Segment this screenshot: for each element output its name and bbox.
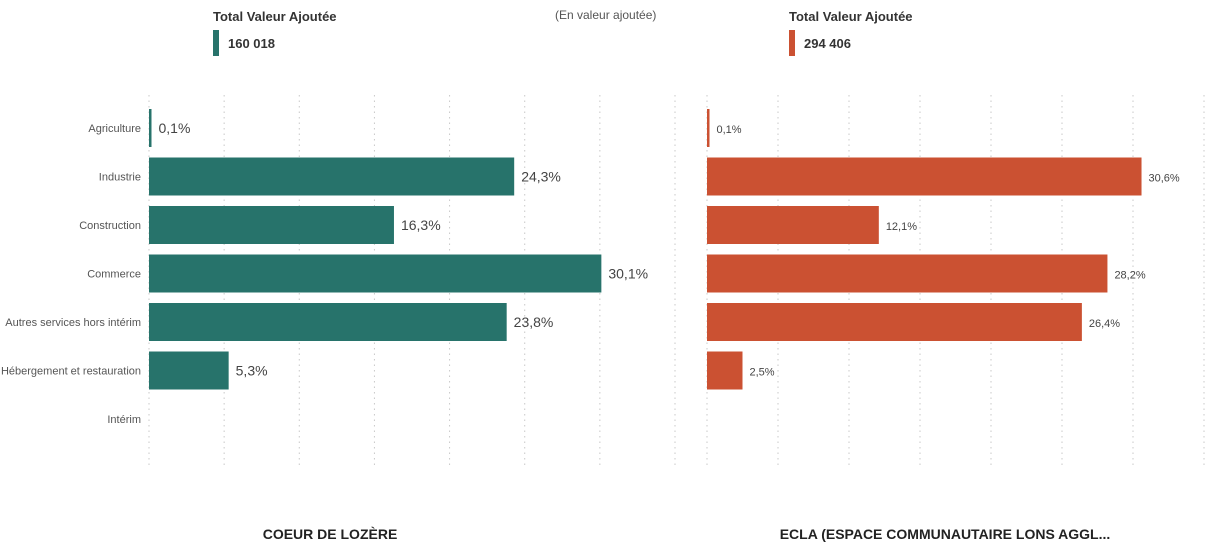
bar bbox=[149, 254, 602, 293]
kpi-accent-bar-right bbox=[789, 30, 795, 56]
data-label: 0,1% bbox=[717, 124, 742, 136]
bar-chart-coeur-de-lozere: Agriculture 0,1% Industrie 24,3% Constructio… bbox=[1, 95, 676, 465]
data-label: 5,3% bbox=[236, 363, 268, 379]
bar bbox=[149, 157, 515, 196]
caption-right: ECLA (ESPACE COMMUNAUTAIRE LONS AGGL... bbox=[779, 526, 1111, 542]
category-label: Industrie bbox=[99, 172, 141, 184]
category-label: Autres services hors intérim bbox=[5, 317, 141, 329]
data-label: 23,8% bbox=[514, 314, 554, 330]
data-label: 16,3% bbox=[401, 217, 441, 233]
category-label: Intérim bbox=[107, 414, 141, 426]
kpi-card-left: Total Valeur Ajoutée 160 018 bbox=[213, 9, 337, 56]
data-label: 2,5% bbox=[750, 367, 775, 379]
bar bbox=[149, 206, 394, 244]
chart-subtitle: (En valeur ajoutée) bbox=[555, 8, 657, 22]
category-label: Hébergement et restauration bbox=[1, 366, 141, 378]
kpi-title-left: Total Valeur Ajoutée bbox=[213, 9, 337, 24]
bar-chart-ecla: 0,1% 30,6% 12,1% 28,2% 26,4% 2,5% bbox=[706, 95, 1205, 465]
data-label: 26,4% bbox=[1089, 318, 1120, 330]
data-label: 30,6% bbox=[1149, 173, 1180, 185]
data-label: 24,3% bbox=[521, 169, 561, 185]
data-label: 12,1% bbox=[886, 221, 917, 233]
data-label: 0,1% bbox=[159, 120, 191, 136]
kpi-title-right: Total Valeur Ajoutée bbox=[789, 9, 913, 24]
category-label: Agriculture bbox=[88, 123, 141, 135]
bar bbox=[707, 254, 1108, 293]
bar bbox=[149, 109, 152, 147]
bar bbox=[707, 206, 879, 244]
bar bbox=[149, 303, 507, 341]
category-label: Commerce bbox=[87, 269, 141, 281]
bar bbox=[707, 109, 710, 147]
data-label: 28,2% bbox=[1114, 270, 1145, 282]
kpi-card-right: Total Valeur Ajoutée 294 406 bbox=[789, 9, 913, 56]
kpi-value-left: 160 018 bbox=[228, 35, 275, 51]
kpi-accent-bar-left bbox=[213, 30, 219, 56]
bar bbox=[707, 303, 1082, 341]
bar bbox=[149, 351, 229, 390]
bar bbox=[707, 157, 1142, 196]
category-label: Construction bbox=[79, 220, 141, 232]
kpi-value-right: 294 406 bbox=[804, 35, 851, 51]
data-label: 30,1% bbox=[608, 266, 648, 282]
caption-left: COEUR DE LOZÈRE bbox=[262, 526, 398, 542]
bar bbox=[707, 351, 743, 390]
